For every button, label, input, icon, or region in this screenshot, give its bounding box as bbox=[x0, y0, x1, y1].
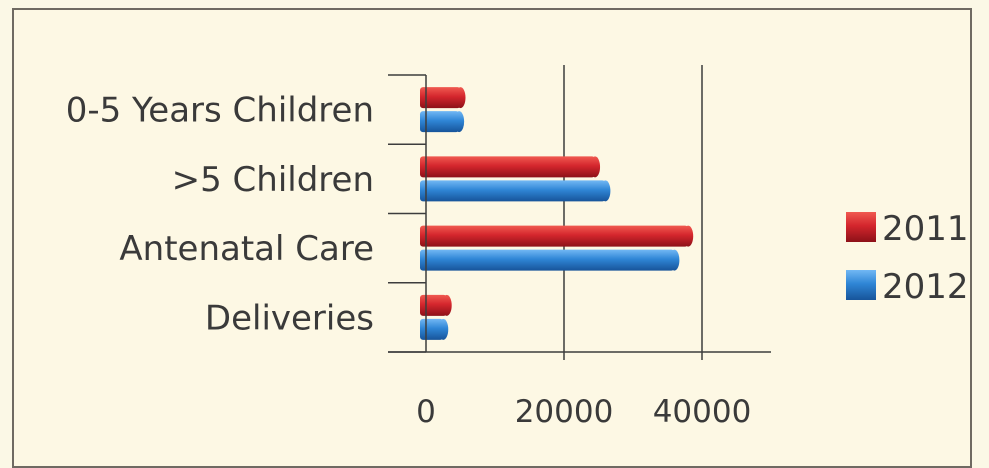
category-label: Antenatal Care bbox=[119, 229, 374, 269]
bar-cap-2012-0 bbox=[454, 111, 465, 133]
bar-cap-2011-1 bbox=[590, 156, 601, 178]
bar-cap-2012-1 bbox=[600, 180, 611, 202]
category-label: >5 Children bbox=[172, 160, 374, 200]
axes bbox=[388, 74, 771, 353]
bar-2012-2 bbox=[420, 249, 675, 271]
category-label: 0-5 Years Children bbox=[66, 91, 374, 131]
legend-swatch-2012 bbox=[846, 270, 876, 300]
bar-cap-2012-2 bbox=[669, 249, 680, 271]
legend-label-2012: 2012 bbox=[882, 267, 969, 307]
legend-swatch-2011 bbox=[846, 212, 876, 242]
category-label: Deliveries bbox=[205, 298, 374, 338]
x-tick-label: 0 bbox=[416, 394, 436, 430]
bar-cap-2011-0 bbox=[455, 87, 466, 109]
grid-lines bbox=[563, 65, 703, 360]
bar-cap-2012-3 bbox=[438, 318, 449, 340]
bar-2011-2 bbox=[420, 225, 689, 247]
bar-cap-2011-2 bbox=[683, 225, 694, 247]
bar-2012-0 bbox=[420, 111, 460, 133]
x-tick-label: 20000 bbox=[515, 394, 614, 430]
legend: 2011 2012 bbox=[846, 209, 969, 307]
labels: 0-5 Years Children >5 Children Antenatal C… bbox=[66, 91, 752, 430]
x-tick-label: 40000 bbox=[653, 394, 752, 430]
bar-2011-0 bbox=[420, 87, 461, 109]
bar-2011-1 bbox=[420, 156, 596, 178]
bars bbox=[420, 87, 694, 340]
bar-chart: 0-5 Years Children >5 Children Antenatal C… bbox=[66, 65, 969, 430]
bar-2012-1 bbox=[420, 180, 606, 202]
legend-label-2011: 2011 bbox=[882, 209, 969, 249]
bar-cap-2011-3 bbox=[441, 294, 452, 316]
